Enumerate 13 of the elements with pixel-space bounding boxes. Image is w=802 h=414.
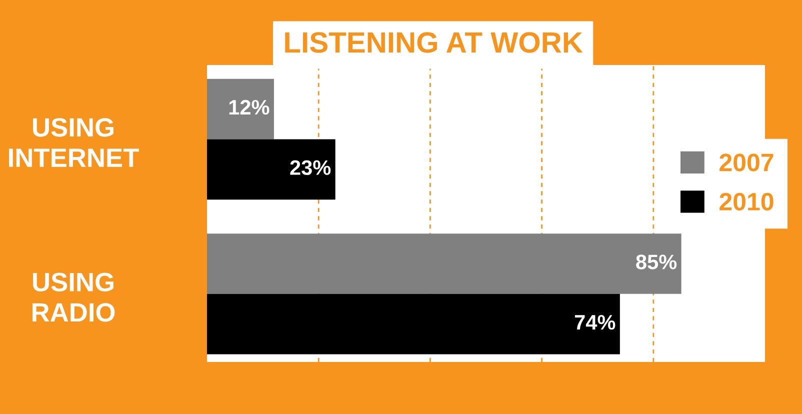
bar bbox=[207, 139, 336, 200]
bar bbox=[207, 234, 682, 294]
y-tick-label: USING INTERNET bbox=[9, 118, 139, 167]
data-label: 23% bbox=[290, 160, 331, 176]
chart-title: LISTENING AT WORK bbox=[285, 32, 583, 53]
data-label: 85% bbox=[636, 254, 677, 270]
y-tick-label: USING RADIO bbox=[32, 272, 115, 322]
data-label: 74% bbox=[574, 314, 616, 330]
legend-label: 2007 bbox=[720, 154, 774, 172]
legend-label: 2010 bbox=[720, 192, 774, 211]
bar bbox=[207, 294, 620, 354]
data-label: 12% bbox=[229, 100, 270, 115]
bar bbox=[207, 78, 274, 140]
